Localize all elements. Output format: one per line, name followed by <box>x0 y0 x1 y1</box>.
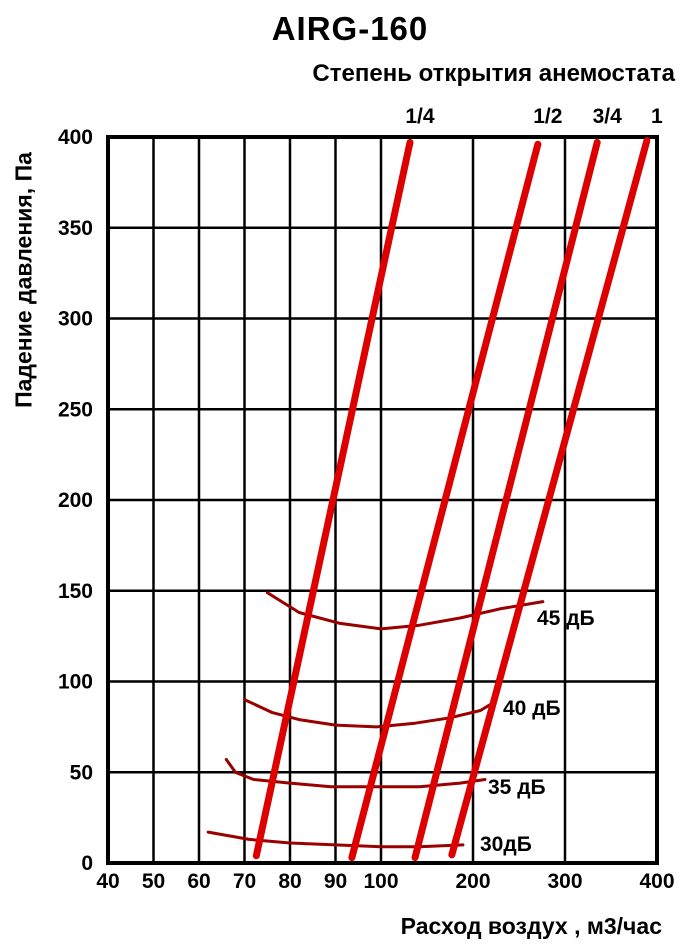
opening-line-1 <box>448 137 651 859</box>
noise-curve-label: 40 дБ <box>503 697 561 720</box>
opening-line-header-label: 1 <box>651 105 663 128</box>
chart-subtitle: Степень открытия анемостата <box>312 60 675 87</box>
x-tick-label: 400 <box>639 870 674 893</box>
x-tick-label: 80 <box>278 870 301 893</box>
opening-line-3/4 <box>411 138 601 862</box>
opening-line-header-label: 1/4 <box>405 105 435 128</box>
noise-curve-label: 35 дБ <box>488 776 546 799</box>
noise-curve-label: 30дБ <box>480 833 532 856</box>
x-tick-label: 90 <box>324 870 347 893</box>
opening-line-1/4 <box>252 138 414 860</box>
noise-curve-3 <box>243 698 494 729</box>
y-tick-label: 300 <box>58 308 93 331</box>
opening-line-header-label: 3/4 <box>593 105 623 128</box>
x-tick-label: 100 <box>363 870 398 893</box>
noise-curve-label: 45 дБ <box>537 607 595 630</box>
x-axis-title: Расход воздух , м3/час <box>400 913 662 939</box>
y-tick-label: 250 <box>58 398 93 421</box>
y-tick-label: 200 <box>58 489 93 512</box>
plot-border <box>106 135 659 865</box>
y-tick-label: 400 <box>58 126 93 149</box>
x-tick-label: 60 <box>187 870 210 893</box>
y-tick-label: 100 <box>58 671 93 694</box>
y-tick-label: 50 <box>70 761 93 784</box>
y-tick-label: 350 <box>58 217 93 240</box>
x-tick-label: 300 <box>547 870 582 893</box>
opening-line-header-label: 1/2 <box>533 105 562 128</box>
noise-curve-2 <box>224 758 487 789</box>
y-tick-label: 0 <box>81 852 93 875</box>
chart-title: AIRG-160 <box>271 10 429 47</box>
x-tick-label: 70 <box>233 870 256 893</box>
x-tick-label: 40 <box>96 870 119 893</box>
opening-line-1/2 <box>348 140 542 862</box>
x-tick-label: 50 <box>142 870 165 893</box>
y-tick-label: 150 <box>58 580 93 603</box>
x-tick-label: 200 <box>455 870 490 893</box>
